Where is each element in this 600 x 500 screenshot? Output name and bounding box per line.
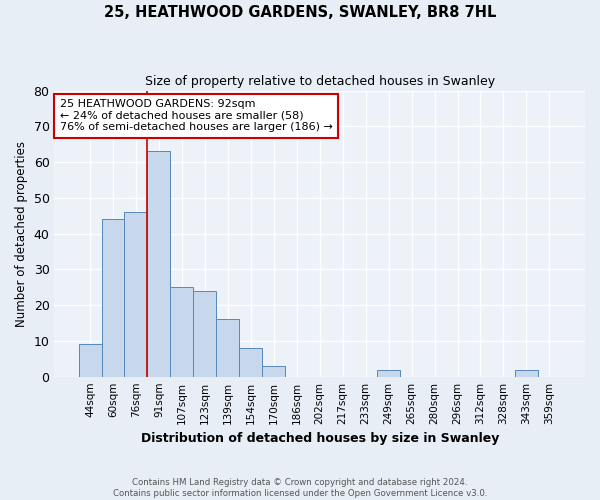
Bar bbox=[101, 220, 124, 376]
Title: Size of property relative to detached houses in Swanley: Size of property relative to detached ho… bbox=[145, 75, 495, 88]
Bar bbox=[79, 344, 101, 376]
Bar bbox=[124, 212, 148, 376]
Bar bbox=[193, 291, 217, 376]
Text: 25, HEATHWOOD GARDENS, SWANLEY, BR8 7HL: 25, HEATHWOOD GARDENS, SWANLEY, BR8 7HL bbox=[104, 5, 496, 20]
Bar bbox=[170, 288, 193, 376]
Bar bbox=[377, 370, 400, 376]
Bar bbox=[148, 152, 170, 376]
X-axis label: Distribution of detached houses by size in Swanley: Distribution of detached houses by size … bbox=[140, 432, 499, 445]
Text: 25 HEATHWOOD GARDENS: 92sqm
← 24% of detached houses are smaller (58)
76% of sem: 25 HEATHWOOD GARDENS: 92sqm ← 24% of det… bbox=[60, 99, 332, 132]
Text: Contains HM Land Registry data © Crown copyright and database right 2024.
Contai: Contains HM Land Registry data © Crown c… bbox=[113, 478, 487, 498]
Y-axis label: Number of detached properties: Number of detached properties bbox=[15, 140, 28, 326]
Bar bbox=[515, 370, 538, 376]
Bar bbox=[217, 320, 239, 376]
Bar bbox=[239, 348, 262, 376]
Bar bbox=[262, 366, 285, 376]
